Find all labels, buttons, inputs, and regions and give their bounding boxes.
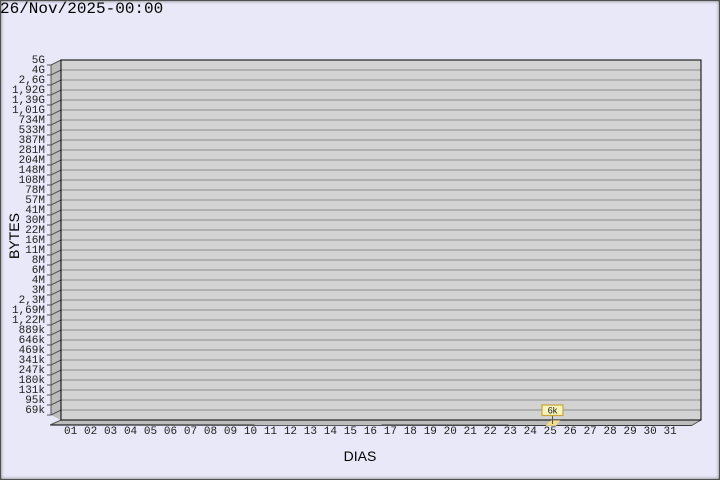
- svg-text:16: 16: [364, 426, 377, 438]
- svg-text:03: 03: [104, 426, 117, 438]
- svg-text:14: 14: [324, 426, 338, 438]
- svg-text:20: 20: [444, 426, 457, 438]
- svg-text:69k: 69k: [25, 405, 45, 417]
- svg-text:29: 29: [624, 426, 637, 438]
- svg-text:27: 27: [584, 426, 597, 438]
- svg-text:11: 11: [264, 426, 278, 438]
- svg-text:07: 07: [184, 426, 197, 438]
- svg-text:10: 10: [244, 426, 257, 438]
- svg-text:26: 26: [564, 426, 577, 438]
- svg-text:09: 09: [224, 426, 237, 438]
- svg-text:12: 12: [284, 426, 297, 438]
- svg-text:02: 02: [84, 426, 97, 438]
- svg-text:22: 22: [484, 426, 497, 438]
- svg-text:01: 01: [64, 426, 78, 438]
- svg-text:04: 04: [124, 426, 138, 438]
- svg-text:21: 21: [464, 426, 478, 438]
- svg-text:15: 15: [344, 426, 357, 438]
- svg-text:13: 13: [304, 426, 317, 438]
- svg-text:25: 25: [544, 426, 557, 438]
- svg-text:24: 24: [524, 426, 538, 438]
- svg-text:08: 08: [204, 426, 217, 438]
- svg-text:31: 31: [663, 426, 677, 438]
- svg-text:19: 19: [424, 426, 437, 438]
- svg-text:06: 06: [164, 426, 177, 438]
- svg-text:05: 05: [144, 426, 157, 438]
- svg-text:30: 30: [644, 426, 657, 438]
- svg-text:23: 23: [504, 426, 517, 438]
- svg-text:17: 17: [384, 426, 397, 438]
- svg-text:28: 28: [604, 426, 617, 438]
- svg-text:18: 18: [404, 426, 417, 438]
